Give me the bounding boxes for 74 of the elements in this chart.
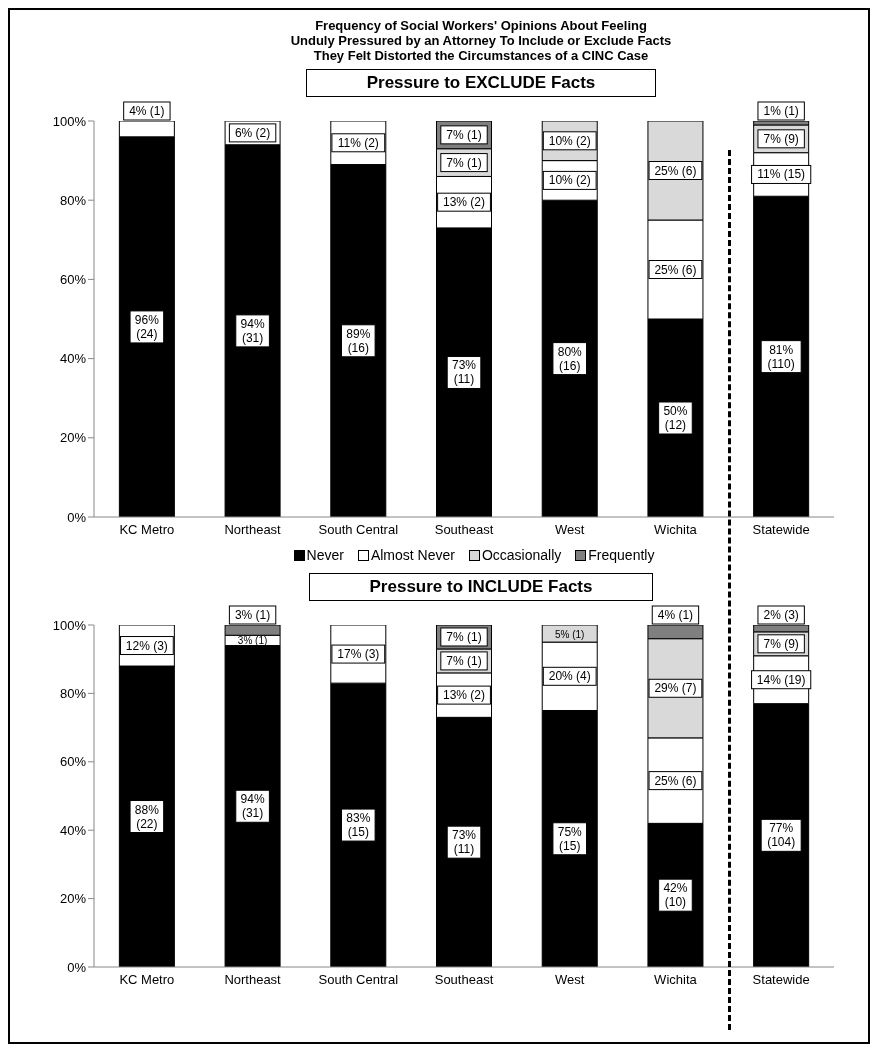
data-label: 73% (11)	[452, 828, 477, 857]
x-tick-label: Northeast	[224, 972, 282, 988]
data-label: 25% (6)	[654, 262, 697, 277]
x-tick-label: Wichita	[654, 972, 698, 988]
data-label: 6% (2)	[234, 125, 271, 140]
legend-label: Almost Never	[369, 547, 455, 563]
data-label: 89% (16)	[346, 326, 371, 355]
data-label: 12% (3)	[125, 638, 168, 653]
data-label: 96% (24)	[134, 312, 160, 341]
x-tick-label: West	[555, 522, 585, 538]
y-tick-label: 20%	[59, 430, 87, 446]
x-tick-label: West	[555, 972, 585, 988]
data-label: 11% (2)	[337, 135, 379, 150]
x-tick-label: Statewide	[752, 522, 810, 538]
data-label: 75% (15)	[557, 824, 583, 853]
data-label: 81% (110)	[767, 342, 795, 371]
y-tick-label: 100%	[52, 113, 87, 129]
data-label: 4% (1)	[657, 608, 694, 622]
y-tick-label: 80%	[59, 192, 87, 208]
data-label: 42% (10)	[663, 881, 688, 910]
x-tick-label: KC Metro	[119, 522, 175, 538]
data-label: 1% (1)	[763, 104, 799, 118]
y-tick-label: 40%	[59, 351, 87, 367]
data-label: 5% (1)	[555, 628, 585, 640]
y-tick-label: 60%	[59, 272, 87, 288]
data-label: 7% (1)	[446, 653, 482, 668]
data-label: 80% (16)	[557, 344, 583, 373]
chart-subtitle: Pressure to INCLUDE Facts	[308, 573, 654, 601]
data-label: 7% (1)	[446, 155, 482, 170]
x-tick-label: KC Metro	[119, 972, 175, 988]
data-label: 10% (2)	[548, 133, 591, 148]
data-label: 25% (6)	[654, 773, 697, 788]
data-label: 3% (1)	[234, 608, 271, 622]
data-label: 50% (12)	[663, 404, 688, 432]
data-label: 10% (2)	[548, 173, 591, 188]
y-tick-label: 0%	[67, 509, 87, 525]
data-label: 7% (1)	[446, 127, 482, 142]
data-label: 11% (15)	[757, 167, 806, 182]
y-tick-label: 80%	[59, 686, 87, 702]
data-label: 25% (6)	[654, 163, 697, 178]
x-tick-label: Northeast	[224, 522, 282, 538]
data-label: 73% (11)	[452, 358, 477, 387]
data-label: 2% (3)	[763, 608, 799, 622]
data-label: 13% (2)	[443, 195, 486, 210]
data-label: 7% (9)	[763, 131, 799, 146]
y-tick-label: 0%	[67, 959, 87, 975]
data-label: 83% (15)	[346, 811, 371, 840]
y-tick-label: 100%	[52, 617, 87, 633]
y-tick-label: 40%	[59, 822, 87, 838]
data-label: 7% (1)	[446, 629, 482, 644]
data-label: 94% (31)	[240, 316, 265, 345]
y-tick-label: 60%	[59, 754, 87, 770]
chart-title: Frequency of Social Workers' Opinions About Feeling Unduly Pressured by an Attorney To Include or Exclude Facts They Felt Distorted the Circumstances of a CINC Case	[289, 18, 673, 63]
legend-label: Never	[305, 547, 344, 563]
data-label: 17% (3)	[337, 647, 380, 662]
legend-label: Occasionally	[480, 547, 562, 563]
x-tick-label: Southeast	[434, 522, 494, 538]
data-label: 94% (31)	[240, 792, 265, 821]
legend-label: Frequently	[587, 547, 655, 563]
x-tick-label: Southeast	[434, 972, 494, 988]
x-tick-label: South Central	[318, 522, 399, 538]
data-label: 13% (2)	[443, 688, 486, 703]
data-label: 29% (7)	[654, 681, 697, 696]
chart-subtitle: Pressure to EXCLUDE Facts	[305, 69, 657, 97]
data-label: 20% (4)	[548, 669, 591, 684]
data-label: 14% (19)	[756, 672, 806, 687]
data-label: 7% (9)	[763, 636, 799, 651]
x-tick-label: Statewide	[752, 972, 810, 988]
y-tick-label: 20%	[59, 891, 87, 907]
data-label: 77% (104)	[767, 821, 796, 850]
data-label: 4% (1)	[129, 104, 165, 118]
x-tick-label: South Central	[318, 972, 399, 988]
x-tick-label: Wichita	[654, 522, 698, 538]
data-label: 88% (22)	[134, 802, 160, 831]
